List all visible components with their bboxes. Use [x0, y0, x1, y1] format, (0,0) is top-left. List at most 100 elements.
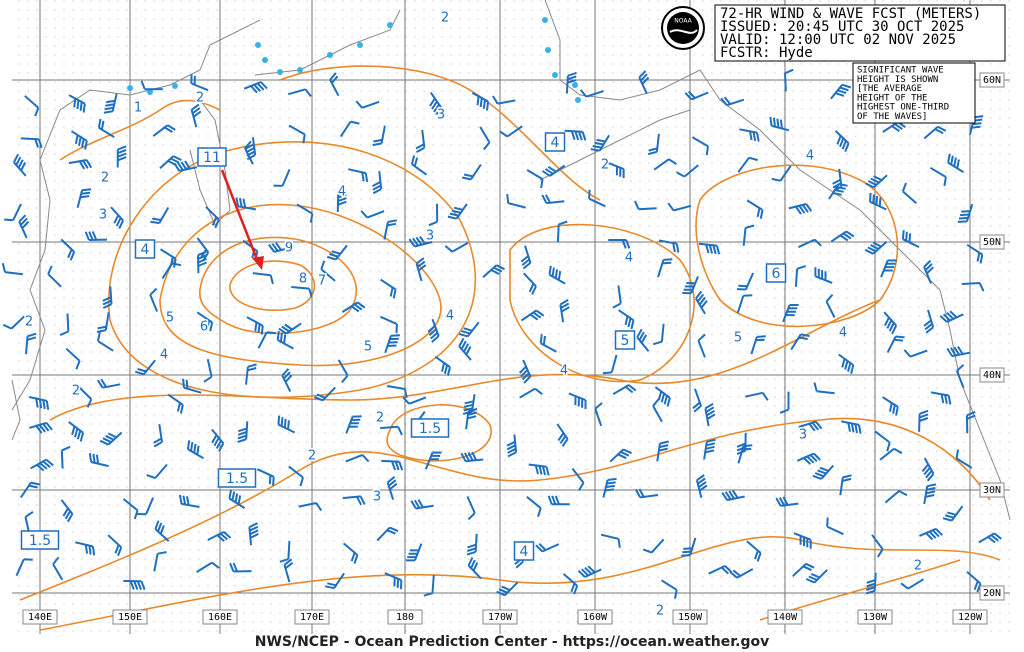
wind-barb — [691, 136, 709, 156]
wind-barb — [96, 312, 110, 333]
wind-barb — [380, 315, 398, 334]
wind-barb — [30, 458, 54, 472]
wind-barb — [415, 257, 427, 282]
boxed-height-frame — [410, 418, 450, 438]
wind-barb — [381, 459, 404, 471]
wind-barb — [966, 243, 984, 264]
boxed-height: 1.5 — [419, 421, 441, 437]
dot-grid — [12, 0, 1010, 634]
wind-barb — [903, 349, 928, 358]
lon-label: 160E — [208, 612, 232, 623]
lon-label: 140E — [28, 612, 52, 623]
note-line: HIGHEST ONE-THIRD — [857, 103, 949, 113]
wind-barb — [594, 402, 603, 427]
wind-barb — [380, 278, 397, 299]
lat-label: 30N — [983, 485, 1001, 496]
wind-barb — [832, 168, 843, 192]
boxed-height: 5 — [621, 333, 630, 349]
wind-barb — [428, 203, 439, 227]
lon-label: 160W — [583, 612, 608, 623]
wind-barb — [884, 490, 908, 504]
wind-barb — [196, 311, 214, 332]
wind-barb — [427, 318, 440, 343]
lon-label-box — [294, 609, 330, 625]
boxed-height-frame — [765, 263, 787, 283]
contour-label: 2 — [914, 559, 922, 574]
lon-label-box — [202, 609, 238, 625]
wind-barb — [769, 116, 790, 132]
wind-barb — [608, 239, 631, 249]
wind-barb — [676, 164, 699, 178]
wind-barb — [548, 265, 566, 285]
contour-label: 5 — [364, 340, 372, 355]
wind-barb — [190, 103, 202, 128]
wind-barb — [447, 203, 468, 220]
wind-barb — [874, 430, 891, 452]
wind-barb — [15, 558, 33, 577]
wind-barb — [288, 465, 304, 487]
wind-barb — [653, 158, 677, 171]
wind-barb — [969, 115, 984, 136]
contour-label: 3 — [426, 229, 434, 244]
wind-barb — [568, 392, 587, 409]
boxed-height-frame — [20, 530, 60, 550]
wind-barb — [288, 124, 306, 144]
wind-barb — [828, 182, 848, 200]
contour-label: 2 — [72, 384, 80, 399]
wind-barb — [47, 265, 62, 288]
footer: NWS/NCEP - Ocean Prediction Center - htt… — [255, 634, 770, 650]
wind-barb — [88, 452, 109, 468]
wind-barb — [59, 313, 70, 337]
contour-label: 6 — [200, 320, 208, 335]
wind-barb — [579, 89, 604, 98]
wind-barb — [750, 335, 766, 355]
wind-barb — [955, 449, 973, 469]
wind-barb — [471, 92, 490, 111]
wind-barb — [638, 70, 650, 95]
lon-label: 170W — [488, 612, 513, 623]
lat-label: 50N — [983, 237, 1001, 248]
wind-barb — [458, 337, 472, 361]
wind-barb — [660, 579, 678, 599]
contour-label: 3 — [373, 490, 381, 505]
wind-barb — [336, 189, 348, 212]
wind-barb — [116, 145, 127, 168]
wind-barb — [541, 194, 565, 205]
lat-label-box — [979, 585, 1005, 601]
contour-label: 3 — [799, 428, 807, 443]
wind-barb — [429, 92, 442, 116]
wind-barb — [518, 359, 532, 384]
lon-label-box — [577, 609, 613, 625]
wind-barb — [492, 95, 516, 105]
boxed-height-frame — [614, 330, 636, 350]
wind-barb — [654, 386, 671, 407]
wind-barb — [682, 276, 699, 295]
wind-barb — [864, 241, 888, 255]
wind-barb — [190, 74, 209, 92]
lon-label-box — [482, 609, 518, 625]
wind-barb — [173, 160, 198, 172]
boxed-height-frame — [513, 541, 535, 561]
wind-barb — [2, 315, 26, 330]
wind-barb — [186, 440, 204, 460]
wind-barb — [779, 391, 790, 414]
boxed-height-frame — [197, 147, 227, 167]
wind-barb — [865, 572, 877, 595]
wind-barb — [559, 299, 570, 323]
wind-barb — [466, 533, 478, 556]
wind-barb — [296, 203, 314, 223]
wind-barb — [97, 118, 115, 139]
wind-barb — [424, 451, 442, 470]
wind-barb — [825, 294, 836, 318]
wind-barb — [918, 409, 929, 432]
wind-barb — [29, 421, 53, 434]
wind-barb — [376, 526, 399, 542]
lat-label: 40N — [983, 370, 1001, 381]
lon-label-box — [857, 609, 893, 625]
wind-barb — [865, 174, 888, 189]
boxed-height-frame — [544, 132, 566, 152]
contour-label: 2 — [308, 449, 316, 464]
lat-label: 20N — [983, 588, 1001, 599]
wind-barb — [154, 520, 170, 542]
wind-barb — [775, 496, 799, 507]
